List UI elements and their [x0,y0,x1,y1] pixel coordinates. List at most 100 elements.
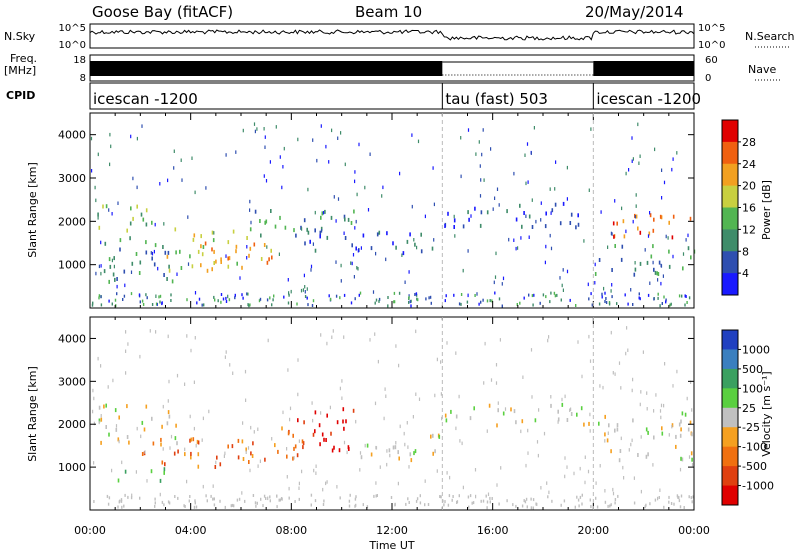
echo-cell [460,136,462,140]
echo-cell [311,304,314,307]
echo-cell [159,182,161,186]
echo-cell [385,394,387,398]
echo-cell [575,304,577,307]
echo-cell [146,296,148,300]
echo-cell [282,410,284,415]
echo-cell [200,263,202,268]
echo-cell [490,378,493,382]
echo-cell [350,221,353,225]
echo-cell [523,211,525,215]
echo-cell [672,384,674,388]
echo-cell [372,290,375,294]
echo-cell [139,354,141,359]
echo-cell [331,128,333,133]
echo-cell [557,420,559,424]
echo-cell [92,301,94,305]
echo-cell [491,497,493,500]
echo-cell [588,297,590,301]
x-tick-labels: 00:00 04:00 08:00 12:00 16:00 20:00 00:00 [74,524,710,537]
echo-cell [397,450,399,455]
echo-cell [451,498,453,502]
echo-cell [168,379,170,384]
echo-cell [106,494,109,498]
echo-cell [109,132,111,137]
echo-cell [213,261,215,265]
echo-cell [462,485,464,490]
echo-cell [398,363,400,368]
echo-cell [690,496,692,500]
echo-cell [605,301,608,304]
echo-cell [109,264,112,269]
x-tick-label: 16:00 [477,524,509,537]
echo-cell [430,301,432,305]
echo-cell [618,361,621,365]
echo-cell [405,502,407,506]
echo-cell [496,483,498,487]
echo-cell [554,294,557,298]
echo-cell [549,300,551,304]
echo-cell [264,220,266,225]
echo-cell [383,416,385,421]
echo-cell [637,226,639,231]
echo-cell [141,124,143,128]
echo-cell [647,430,649,435]
echo-cell [160,442,162,447]
echo-cell [610,449,612,454]
echo-cell [424,214,426,219]
echo-cell [635,214,638,219]
echo-cell [375,446,378,450]
echo-cell [331,448,334,453]
echo-cell [515,246,517,251]
echo-cell [289,406,292,411]
echo-cell [534,418,537,423]
echo-cell [510,407,512,412]
power-colorbar-label: Power [dB] [760,180,773,240]
echo-cell [105,425,107,429]
echo-cell [402,251,405,256]
echo-cell [530,497,532,501]
echo-cell [550,211,552,215]
echo-cell [214,298,216,302]
echo-cell [430,434,432,439]
echo-cell [128,440,130,445]
echo-cell [656,271,658,276]
echo-cell [528,293,530,297]
echo-cell [259,297,262,301]
echo-cell [646,407,648,411]
echo-cell [227,264,230,269]
echo-cell [98,225,101,230]
echo-cell [332,329,334,333]
echo-cell [121,505,123,509]
echo-cell [661,302,663,305]
echo-cell [416,297,418,301]
echo-cell [304,290,306,294]
echo-cell [155,294,157,298]
echo-cell [108,279,110,284]
echo-cell [408,300,410,304]
echo-cell [220,260,222,264]
echo-cell [266,298,269,302]
echo-cell [153,262,156,267]
echo-cell [310,493,313,497]
echo-cell [658,260,661,265]
echo-cell [197,452,200,457]
echo-cell [439,495,441,498]
echo-cell [116,277,118,281]
echo-cell [556,293,558,297]
echo-cell [604,489,606,493]
echo-cell [217,299,219,303]
echo-cell [251,454,254,458]
echo-cell [540,486,542,490]
echo-cell [633,501,636,505]
cpid-segment-label: icescan -1200 [596,90,701,108]
echo-cell [467,128,470,132]
echo-cell [246,245,248,249]
echo-cell [326,235,329,240]
echo-cell [502,411,505,416]
echo-cell [307,187,309,192]
echo-cell [200,244,202,249]
echo-cell [274,224,277,229]
echo-cell [429,295,432,299]
echo-cell [545,295,547,299]
echo-cell [678,499,681,503]
